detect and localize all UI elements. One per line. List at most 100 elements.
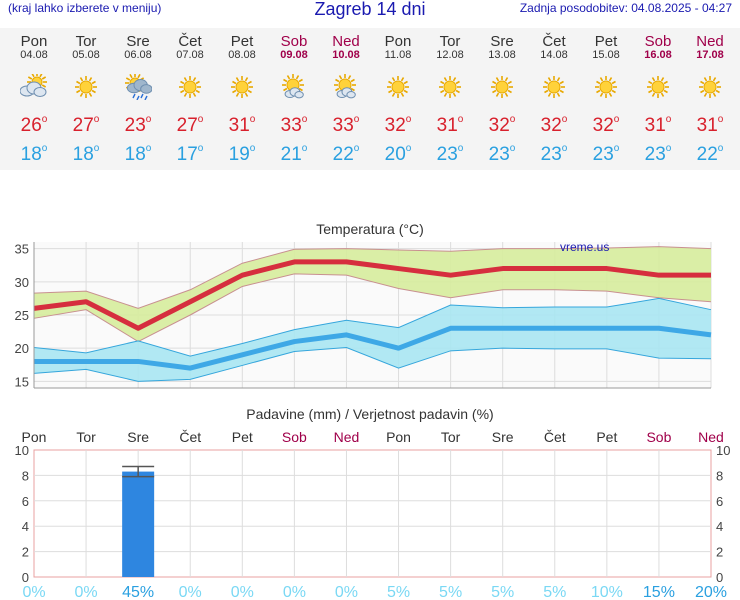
degree-symbol: o <box>145 143 152 154</box>
max-temp: 32o <box>372 114 424 137</box>
sun-icon <box>75 76 97 98</box>
degree-symbol: o <box>93 114 100 125</box>
min-temp-value: 20 <box>384 144 406 165</box>
y-tick-label-left: 8 <box>22 468 29 483</box>
degree-symbol: o <box>457 143 464 154</box>
rain-icon <box>132 93 148 100</box>
band-lower-edge <box>33 347 712 382</box>
sun-icon <box>231 76 253 98</box>
weather-icon <box>647 76 669 98</box>
x-category-label: Pon <box>386 429 411 445</box>
min-temp-value: 17 <box>176 144 198 165</box>
y-tick-label-left: 6 <box>22 494 29 509</box>
sun-icon <box>387 76 409 98</box>
x-category-label: Sre <box>492 429 514 445</box>
max-temp-line <box>33 259 711 331</box>
degree-symbol: o <box>301 114 308 125</box>
max-temp: 31o <box>216 114 268 137</box>
min-temp-value: 22 <box>332 144 354 165</box>
min-temp-value: 22 <box>696 144 718 165</box>
max-temp-value: 32 <box>488 115 510 136</box>
sun-icon <box>699 76 721 98</box>
day-name: Pon <box>384 33 412 50</box>
min-temp: 18o <box>8 143 60 166</box>
degree-symbol: o <box>717 143 724 154</box>
degree-symbol: o <box>457 114 464 125</box>
degree-symbol: o <box>41 114 48 125</box>
max-temp-value: 31 <box>228 115 250 136</box>
degree-symbol: o <box>613 114 620 125</box>
y-tick-label-right: 4 <box>716 519 723 534</box>
min-temp: 17o <box>164 143 216 166</box>
degree-symbol: o <box>41 143 48 154</box>
min-temp: 20o <box>372 143 424 166</box>
max-temp: 31o <box>424 114 476 137</box>
degree-symbol: o <box>665 143 672 154</box>
y-tick-label: 20 <box>15 341 29 356</box>
max-temp: 23o <box>112 114 164 137</box>
degree-symbol: o <box>561 114 568 125</box>
max-temp-value: 33 <box>280 115 302 136</box>
menu-hint-text: (kraj lahko izberete v meniju) <box>8 1 162 15</box>
day-name: Čet <box>542 33 566 50</box>
y-tick-label: 35 <box>15 242 29 257</box>
day-name: Sob <box>280 33 308 50</box>
degree-symbol: o <box>717 114 724 125</box>
max-temp: 26o <box>8 114 60 137</box>
day-date: 07.08 <box>176 49 204 61</box>
max-temp-value: 31 <box>436 115 458 136</box>
min-temp-value: 23 <box>540 144 562 165</box>
max-temp-value: 27 <box>176 115 198 136</box>
weather-icon <box>75 76 97 98</box>
degree-symbol: o <box>561 143 568 154</box>
day-date: 09.08 <box>280 49 308 61</box>
day-name: Pon <box>20 33 48 50</box>
max-temp: 31o <box>632 114 684 137</box>
degree-symbol: o <box>665 114 672 125</box>
x-category-label: Sre <box>127 429 149 445</box>
precip-probability: 5% <box>543 584 566 600</box>
degree-symbol: o <box>145 114 152 125</box>
precip-probability: 45% <box>122 584 154 600</box>
temperature-chart: Temperatura (°C) 15 20 25 30 35 vreme.us <box>15 221 712 389</box>
daily-forecast-strip: Pon 04.08 26o 18o Tor 05.08 27o 18o Sre 06.08 23o 1… <box>0 28 740 170</box>
max-temp-value: 26 <box>20 115 42 136</box>
precip-probability: 5% <box>491 584 514 600</box>
degree-symbol: o <box>93 143 100 154</box>
y-tick-label-right: 6 <box>716 494 723 509</box>
y-tick-label-right: 10 <box>716 443 730 458</box>
y-tick-label: 25 <box>15 308 29 323</box>
degree-symbol: o <box>249 143 256 154</box>
weather-icon <box>439 76 461 98</box>
chart-title: Temperatura (°C) <box>316 221 424 237</box>
weather-icon <box>179 76 201 98</box>
precipitation-chart: Padavine (mm) / Verjetnost padavin (%) Po… <box>15 406 731 600</box>
precip-probability: 5% <box>387 584 410 600</box>
precip-probability: 0% <box>283 584 306 600</box>
y-tick-label-left: 0 <box>22 570 29 585</box>
x-category-label: Čet <box>544 429 566 445</box>
min-temp-value: 19 <box>228 144 250 165</box>
day-date: 13.08 <box>488 49 516 61</box>
cloud-icon <box>336 87 356 99</box>
x-category-label: Tor <box>76 429 96 445</box>
min-temp-line <box>34 325 712 371</box>
max-temp: 27o <box>164 114 216 137</box>
cloud-icon <box>284 87 304 99</box>
x-category-label: Pon <box>22 429 47 445</box>
min-temp-value: 18 <box>72 144 94 165</box>
chart-title: Padavine (mm) / Verjetnost padavin (%) <box>246 406 493 422</box>
degree-symbol: o <box>197 143 204 154</box>
degree-symbol: o <box>353 114 360 125</box>
precip-bar <box>122 471 155 577</box>
day-name: Sre <box>490 33 514 50</box>
min-temp: 22o <box>684 143 736 166</box>
x-category-label: Tor <box>441 429 461 445</box>
day-date: 11.08 <box>384 49 412 61</box>
precip-probability: 20% <box>695 584 727 600</box>
sun-icon <box>595 76 617 98</box>
min-temp: 18o <box>60 143 112 166</box>
degree-symbol: o <box>613 143 620 154</box>
day-date: 06.08 <box>124 49 152 61</box>
y-tick-label-right: 0 <box>716 570 723 585</box>
